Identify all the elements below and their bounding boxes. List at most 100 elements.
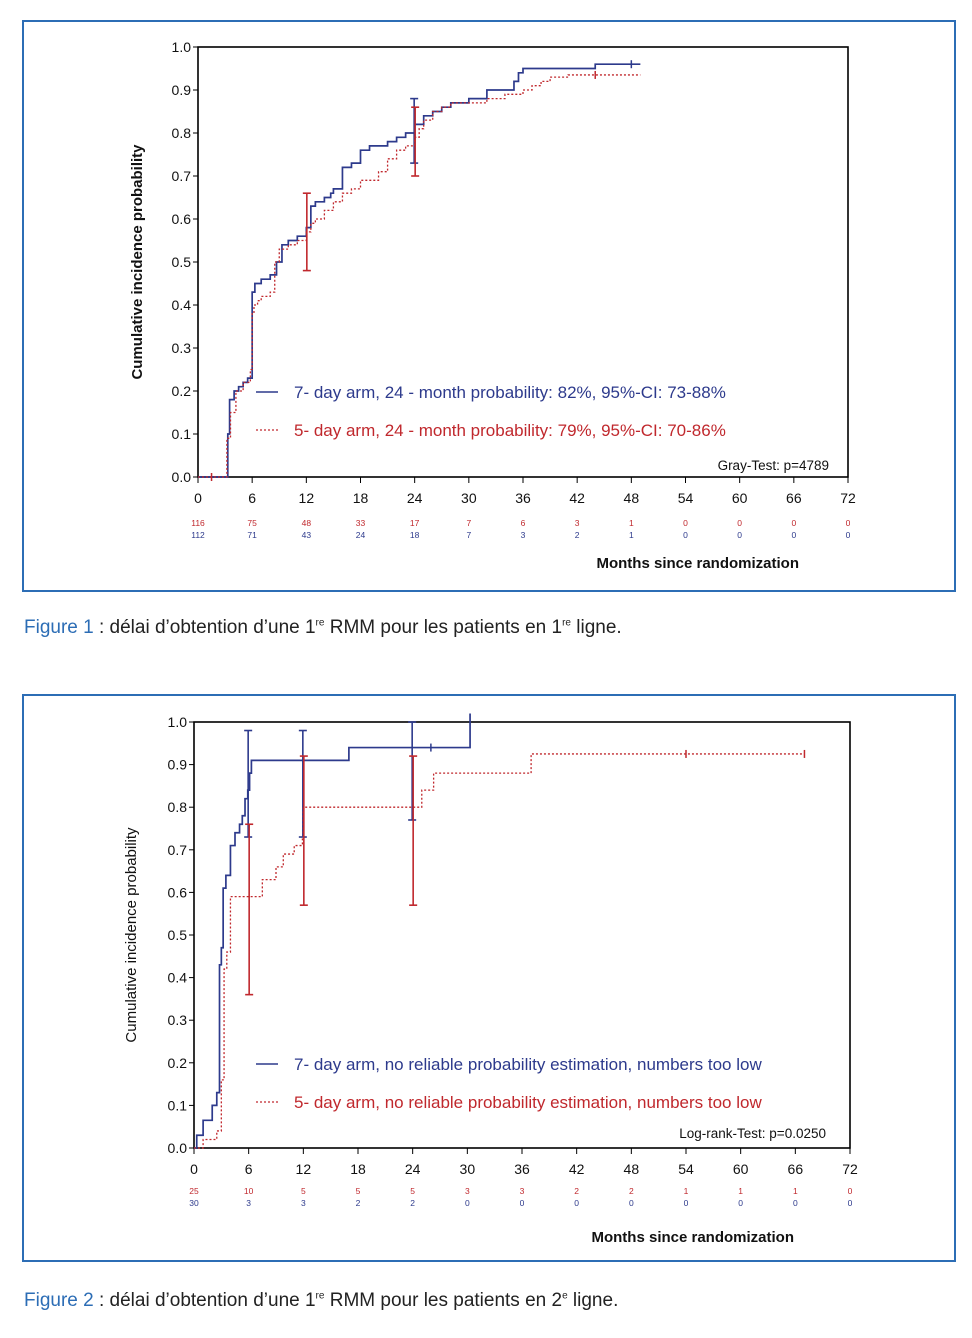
x-tick-label: 54 — [678, 1161, 694, 1177]
y-tick-label: 1.0 — [168, 714, 188, 730]
y-tick-label: 0.0 — [172, 469, 192, 485]
figure-2-caption: Figure 2 : délai d’obtention d’une 1re R… — [24, 1290, 618, 1312]
figure-1-caption: Figure 1 : délai d’obtention d’une 1re R… — [24, 617, 622, 639]
x-tick-label: 48 — [624, 1161, 640, 1177]
y-tick-label: 1.0 — [172, 39, 192, 55]
at-risk-value: 0 — [791, 518, 796, 528]
at-risk-value: 30 — [189, 1198, 199, 1208]
x-tick-label: 60 — [732, 490, 748, 506]
x-tick-label: 12 — [299, 490, 315, 506]
at-risk-value: 0 — [793, 1198, 798, 1208]
at-risk-value: 3 — [301, 1198, 306, 1208]
y-tick-label: 0.8 — [168, 799, 188, 815]
x-tick-label: 0 — [194, 490, 202, 506]
y-tick-label: 0.7 — [168, 842, 188, 858]
x-tick-label: 6 — [245, 1161, 253, 1177]
at-risk-value: 0 — [737, 530, 742, 540]
at-risk-value: 5 — [356, 1186, 361, 1196]
y-tick-label: 0.7 — [172, 168, 192, 184]
at-risk-value: 18 — [410, 530, 420, 540]
x-axis-title: Months since randomization — [591, 1229, 794, 1246]
at-risk-value: 0 — [738, 1198, 743, 1208]
at-risk-value: 112 — [191, 530, 205, 540]
plot-area — [197, 46, 849, 478]
at-risk-value: 3 — [521, 530, 526, 540]
at-risk-value: 0 — [629, 1198, 634, 1208]
x-tick-label: 24 — [405, 1161, 421, 1177]
y-axis-title: Cumulative incidence probability — [123, 827, 140, 1043]
x-tick-label: 24 — [407, 490, 423, 506]
y-tick-label: 0.3 — [168, 1012, 188, 1028]
figure-1-label: Figure 1 — [24, 617, 94, 638]
at-risk-value: 17 — [410, 518, 420, 528]
at-risk-value: 5 — [410, 1186, 415, 1196]
caption-text: : délai d’obtention d’une 1 — [93, 617, 316, 638]
x-tick-label: 30 — [461, 490, 477, 506]
test-statistic-label: Gray-Test: p=4789 — [718, 458, 829, 473]
x-tick-label: 12 — [296, 1161, 312, 1177]
at-risk-value: 24 — [356, 530, 366, 540]
at-risk-value: 5 — [301, 1186, 306, 1196]
at-risk-value: 0 — [848, 1186, 853, 1196]
y-tick-label: 0.9 — [168, 757, 188, 773]
at-risk-value: 6 — [521, 518, 526, 528]
caption-sup: e — [562, 1290, 568, 1302]
at-risk-value: 1 — [738, 1186, 743, 1196]
caption-text: : délai d’obtention d’une 1 — [93, 1290, 316, 1311]
chart-1: 0.00.10.20.30.40.50.60.70.80.91.00116112… — [129, 39, 856, 572]
at-risk-value: 0 — [791, 530, 796, 540]
y-tick-label: 0.2 — [168, 1055, 188, 1071]
at-risk-value: 2 — [574, 1186, 579, 1196]
at-risk-value: 3 — [575, 518, 580, 528]
x-tick-label: 36 — [514, 1161, 530, 1177]
x-tick-label: 48 — [624, 490, 640, 506]
y-tick-label: 0.8 — [172, 125, 192, 141]
caption-text: RMM pour les patients en 2 — [324, 1290, 563, 1311]
at-risk-value: 0 — [574, 1198, 579, 1208]
at-risk-value: 25 — [189, 1186, 199, 1196]
y-tick-label: 0.1 — [172, 426, 192, 442]
caption-sup: re — [315, 1290, 325, 1302]
y-tick-label: 0.6 — [172, 211, 192, 227]
test-statistic-label: Log-rank-Test: p=0.0250 — [679, 1126, 826, 1141]
legend-label: 5- day arm, 24 - month probability: 79%,… — [294, 421, 726, 440]
at-risk-value: 1 — [629, 530, 634, 540]
x-tick-label: 6 — [248, 490, 256, 506]
caption-text: ligne. — [570, 617, 622, 638]
x-tick-label: 30 — [460, 1161, 476, 1177]
y-tick-label: 0.1 — [168, 1097, 188, 1113]
at-risk-value: 1 — [793, 1186, 798, 1196]
at-risk-value: 71 — [247, 530, 257, 540]
at-risk-value: 2 — [575, 530, 580, 540]
at-risk-value: 0 — [846, 518, 851, 528]
y-tick-label: 0.4 — [172, 297, 192, 313]
x-tick-label: 72 — [842, 1161, 858, 1177]
at-risk-value: 7 — [466, 518, 471, 528]
at-risk-value: 33 — [356, 518, 366, 528]
y-tick-label: 0.0 — [168, 1140, 188, 1156]
legend-label: 7- day arm, 24 - month probability: 82%,… — [294, 383, 726, 402]
legend-label: 5- day arm, no reliable probability esti… — [294, 1093, 762, 1112]
y-tick-label: 0.4 — [168, 970, 188, 986]
at-risk-value: 3 — [465, 1186, 470, 1196]
chart-2: 0.00.10.20.30.40.50.60.70.80.91.00253061… — [123, 713, 858, 1246]
at-risk-value: 0 — [848, 1198, 853, 1208]
figure-1-panel: 0.0 0.1 0.2 0.3 0.4 0.5 0.6 0.7 0.8 0.9 1.0 0 116 112… — [22, 20, 956, 592]
x-tick-label: 42 — [569, 1161, 585, 1177]
x-tick-label: 66 — [788, 1161, 804, 1177]
series-line-7-day — [198, 63, 641, 478]
figure-2-label: Figure 2 — [24, 1290, 94, 1311]
series-line-5-day — [194, 753, 805, 1149]
y-tick-label: 0.3 — [172, 340, 192, 356]
caption-text: RMM pour les patients en 1 — [324, 617, 563, 638]
y-tick-label: 0.5 — [168, 927, 188, 943]
x-axis-title: Months since randomization — [596, 555, 799, 572]
series-line-7-day — [194, 713, 471, 1149]
at-risk-value: 2 — [410, 1198, 415, 1208]
at-risk-value: 10 — [244, 1186, 254, 1196]
y-tick-label: 0.2 — [172, 383, 192, 399]
at-risk-value: 1 — [629, 518, 634, 528]
at-risk-value: 2 — [629, 1186, 634, 1196]
at-risk-value: 0 — [683, 530, 688, 540]
x-tick-label: 36 — [515, 490, 531, 506]
